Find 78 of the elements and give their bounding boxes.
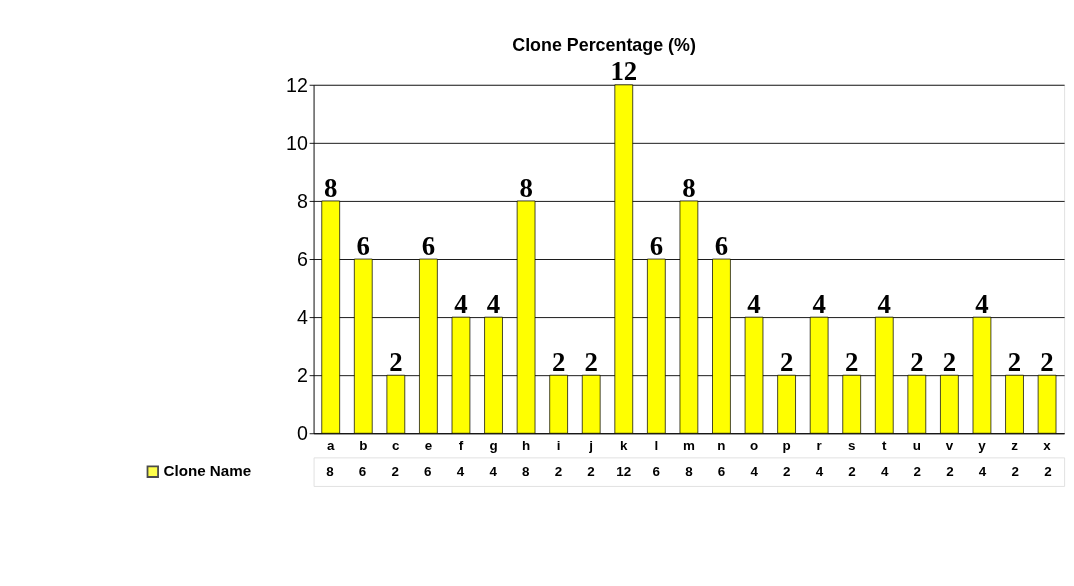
x-tick-label: l: [654, 437, 659, 453]
y-tick-label: 12: [285, 73, 308, 96]
x-tick-label: e: [424, 437, 433, 453]
data-label: 6: [714, 230, 729, 261]
data-label: 2: [845, 346, 859, 377]
x-tick-label: b: [359, 437, 368, 453]
text: 2: [848, 464, 856, 480]
text: 8: [685, 464, 694, 480]
text: 4: [489, 464, 498, 480]
data-label: 6: [649, 230, 664, 261]
x-tick-label: v: [945, 437, 954, 453]
text: 4: [880, 464, 889, 480]
data-label: 2: [1040, 346, 1054, 377]
text: 8: [522, 464, 531, 480]
x-tick-label: f: [458, 437, 464, 453]
y-tick-label: 10: [285, 131, 308, 154]
data-label: 2: [910, 346, 924, 377]
data-label: 2: [1007, 346, 1022, 377]
data-label: 2: [942, 346, 957, 377]
text: 6: [652, 464, 660, 480]
data-label: 8: [324, 172, 338, 203]
x-tick-label: u: [912, 437, 921, 453]
data-label: 4: [486, 288, 501, 319]
text: 2: [913, 464, 922, 480]
y-tick-label: 0: [296, 421, 308, 444]
text: 8: [326, 464, 335, 480]
text: 6: [358, 464, 367, 480]
data-label: 2: [389, 346, 403, 377]
data-label: 8: [519, 172, 533, 203]
y-tick-label: 8: [296, 189, 308, 212]
text: 2: [587, 464, 595, 480]
data-label: 4: [454, 288, 468, 319]
x-tick-label: a: [326, 437, 335, 453]
chart-title: Clone Percentage (%): [512, 35, 696, 56]
x-tick-label: m: [682, 437, 695, 453]
x-tick-label: c: [392, 437, 401, 453]
data-label: 2: [551, 346, 566, 377]
text: 12: [616, 464, 632, 480]
text: 2: [554, 464, 563, 480]
text: 2: [391, 464, 399, 480]
x-tick-label: t: [882, 437, 888, 453]
y-tick-label: 2: [296, 363, 308, 386]
x-tick-label: p: [782, 437, 791, 453]
data-label: 4: [812, 288, 826, 319]
text: 2: [1011, 464, 1019, 480]
x-tick-label: r: [816, 437, 823, 453]
text: 2: [946, 464, 954, 480]
x-tick-label: x: [1043, 437, 1052, 453]
legend-label: Clone Name: [163, 462, 252, 480]
text: 4: [456, 464, 465, 480]
data-label: 6: [421, 230, 436, 261]
text: 2: [783, 464, 791, 480]
x-tick-label: y: [978, 437, 987, 453]
text: 4: [750, 464, 759, 480]
x-tick-label: k: [620, 437, 629, 453]
data-label: 8: [682, 172, 696, 203]
data-label: 4: [877, 288, 891, 319]
y-tick-label: 6: [296, 247, 308, 270]
x-tick-label: j: [588, 437, 594, 453]
x-tick-label: g: [489, 437, 498, 453]
text: 4: [815, 464, 824, 480]
y-tick-label: 4: [296, 305, 308, 328]
x-tick-label: h: [521, 437, 531, 453]
x-tick-label: o: [749, 437, 759, 453]
x-tick-label: s: [847, 437, 856, 453]
x-tick-label: i: [556, 437, 561, 453]
data-label: 4: [975, 288, 989, 319]
text: 2: [1044, 464, 1052, 480]
text: 6: [717, 464, 726, 480]
data-label: 2: [779, 346, 794, 377]
x-tick-label: z: [1011, 437, 1019, 453]
data-label: 2: [584, 346, 598, 377]
data-label: 6: [356, 230, 370, 261]
text: 6: [424, 464, 432, 480]
text: 4: [978, 464, 987, 480]
data-label: 12: [610, 56, 638, 87]
x-tick-label: n: [717, 437, 726, 453]
data-label: 4: [747, 288, 761, 319]
